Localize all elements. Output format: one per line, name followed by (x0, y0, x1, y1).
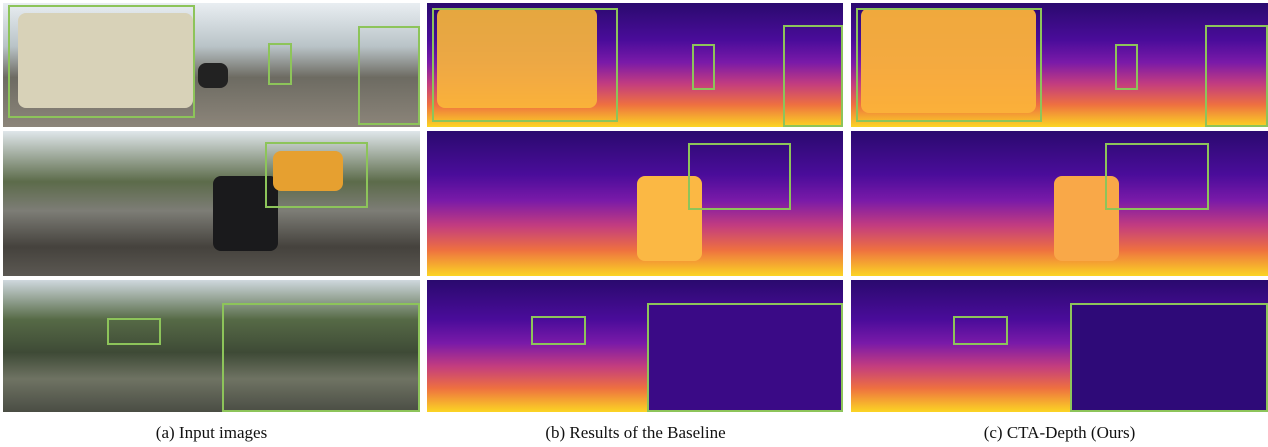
highlight-box (1115, 44, 1138, 90)
highlight-box (783, 25, 843, 127)
highlight-box (688, 143, 791, 210)
highlight-box (953, 316, 1008, 345)
highlight-box (358, 26, 420, 125)
highlight-box (107, 318, 161, 345)
figure: {"columns": [{"caption": "(a) Input imag… (0, 0, 1268, 447)
highlight-box (647, 303, 843, 412)
highlight-box (222, 303, 420, 412)
caption: (c) CTA-Depth (Ours) (851, 423, 1268, 443)
highlight-box (1105, 143, 1209, 210)
highlight-box (265, 142, 368, 208)
highlight-box (268, 43, 292, 85)
caption: (b) Results of the Baseline (427, 423, 844, 443)
highlight-box (1070, 303, 1268, 412)
highlight-box (531, 316, 586, 345)
highlight-box (1205, 25, 1268, 127)
highlight-box (432, 8, 618, 122)
highlight-box (8, 5, 195, 118)
highlight-box (856, 8, 1042, 122)
caption: (a) Input images (3, 423, 420, 443)
highlight-box (692, 44, 715, 90)
